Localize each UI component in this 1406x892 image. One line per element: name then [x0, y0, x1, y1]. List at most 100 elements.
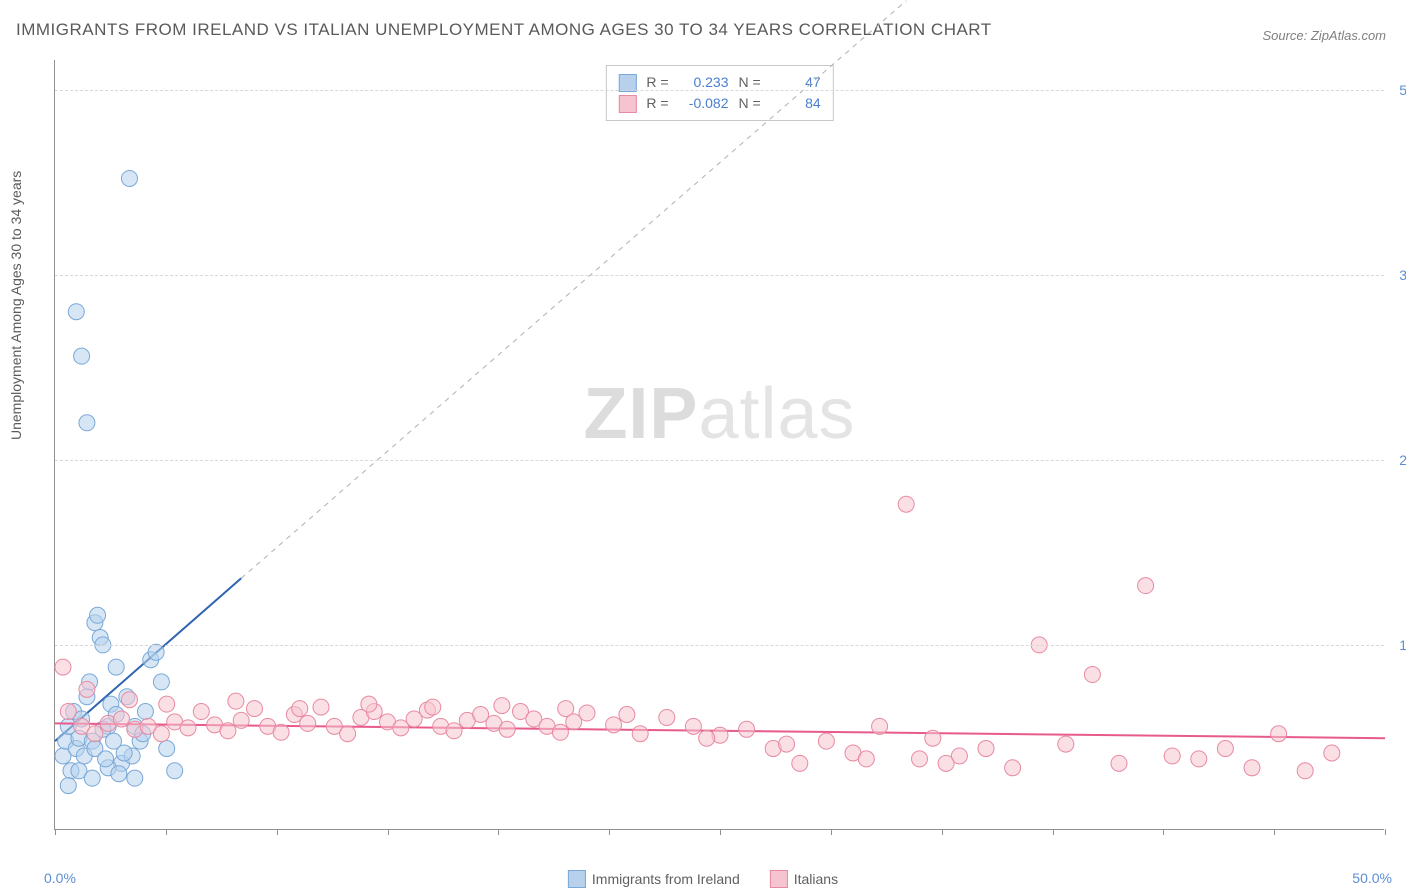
data-point [1164, 748, 1180, 764]
y-tick-label: 12.5% [1399, 637, 1406, 653]
data-point [779, 736, 795, 752]
data-point [60, 704, 76, 720]
gridline [55, 275, 1384, 276]
data-point [228, 693, 244, 709]
data-point [1111, 755, 1127, 771]
gridline [55, 90, 1384, 91]
data-point [159, 741, 175, 757]
gridline [55, 460, 1384, 461]
x-tick [1163, 829, 1164, 835]
data-point [137, 704, 153, 720]
data-point [632, 726, 648, 742]
bottom-legend-item-2: Italians [770, 870, 838, 888]
data-point [127, 770, 143, 786]
data-point [74, 348, 90, 364]
source-label: Source: ZipAtlas.com [1262, 28, 1386, 43]
bottom-legend-label-1: Immigrants from Ireland [592, 871, 740, 887]
data-point [233, 712, 249, 728]
data-point [1058, 736, 1074, 752]
y-tick-label: 50.0% [1399, 82, 1406, 98]
data-point [1324, 745, 1340, 761]
data-point [925, 730, 941, 746]
data-point [111, 766, 127, 782]
data-point [273, 724, 289, 740]
data-point [558, 701, 574, 717]
data-point [1297, 763, 1313, 779]
data-point [1217, 741, 1233, 757]
data-point [220, 723, 236, 739]
plot-area: ZIPatlas R = 0.233 N = 47 R = -0.082 N =… [54, 60, 1384, 830]
data-point [292, 701, 308, 717]
data-point [1191, 751, 1207, 767]
data-point [153, 726, 169, 742]
data-point [1005, 760, 1021, 776]
y-tick-label: 25.0% [1399, 452, 1406, 468]
x-tick [55, 829, 56, 835]
data-point [552, 724, 568, 740]
data-point [685, 718, 701, 734]
data-point [60, 778, 76, 794]
x-tick [498, 829, 499, 835]
data-point [872, 718, 888, 734]
bottom-legend: Immigrants from Ireland Italians [568, 870, 838, 888]
bottom-swatch-ireland [568, 870, 586, 888]
x-axis-max-label: 50.0% [1352, 870, 1392, 886]
data-point [300, 715, 316, 731]
chart-title: IMMIGRANTS FROM IRELAND VS ITALIAN UNEMP… [16, 20, 992, 40]
bottom-legend-label-2: Italians [794, 871, 838, 887]
x-tick [831, 829, 832, 835]
data-point [792, 755, 808, 771]
data-point [87, 726, 103, 742]
data-point [425, 699, 441, 715]
data-point [114, 711, 130, 727]
data-point [79, 415, 95, 431]
data-point [619, 707, 635, 723]
data-point [606, 717, 622, 733]
data-point [938, 755, 954, 771]
data-point [340, 726, 356, 742]
x-tick [1274, 829, 1275, 835]
data-point [699, 730, 715, 746]
data-point [193, 704, 209, 720]
data-point [313, 699, 329, 715]
x-tick [388, 829, 389, 835]
data-point [446, 723, 462, 739]
trend-line-extrapolation [241, 1, 906, 579]
data-point [739, 721, 755, 737]
bottom-legend-item-1: Immigrants from Ireland [568, 870, 740, 888]
gridline [55, 645, 1384, 646]
scatter-svg [55, 60, 1384, 829]
x-tick [1385, 829, 1386, 835]
data-point [68, 304, 84, 320]
data-point [361, 696, 377, 712]
data-point [167, 763, 183, 779]
data-point [79, 681, 95, 697]
data-point [1271, 726, 1287, 742]
x-tick [942, 829, 943, 835]
data-point [116, 745, 132, 761]
data-point [121, 692, 137, 708]
data-point [1084, 667, 1100, 683]
data-point [818, 733, 834, 749]
x-tick [277, 829, 278, 835]
data-point [659, 709, 675, 725]
data-point [180, 720, 196, 736]
x-axis-min-label: 0.0% [44, 870, 76, 886]
data-point [912, 751, 928, 767]
x-tick [609, 829, 610, 835]
y-tick-label: 37.5% [1399, 267, 1406, 283]
data-point [499, 721, 515, 737]
x-tick [166, 829, 167, 835]
data-point [98, 751, 114, 767]
x-tick [1053, 829, 1054, 835]
x-tick [720, 829, 721, 835]
data-point [84, 770, 100, 786]
bottom-swatch-italians [770, 870, 788, 888]
data-point [90, 607, 106, 623]
data-point [108, 659, 124, 675]
data-point [579, 705, 595, 721]
data-point [121, 170, 137, 186]
data-point [978, 741, 994, 757]
data-point [858, 751, 874, 767]
data-point [1244, 760, 1260, 776]
